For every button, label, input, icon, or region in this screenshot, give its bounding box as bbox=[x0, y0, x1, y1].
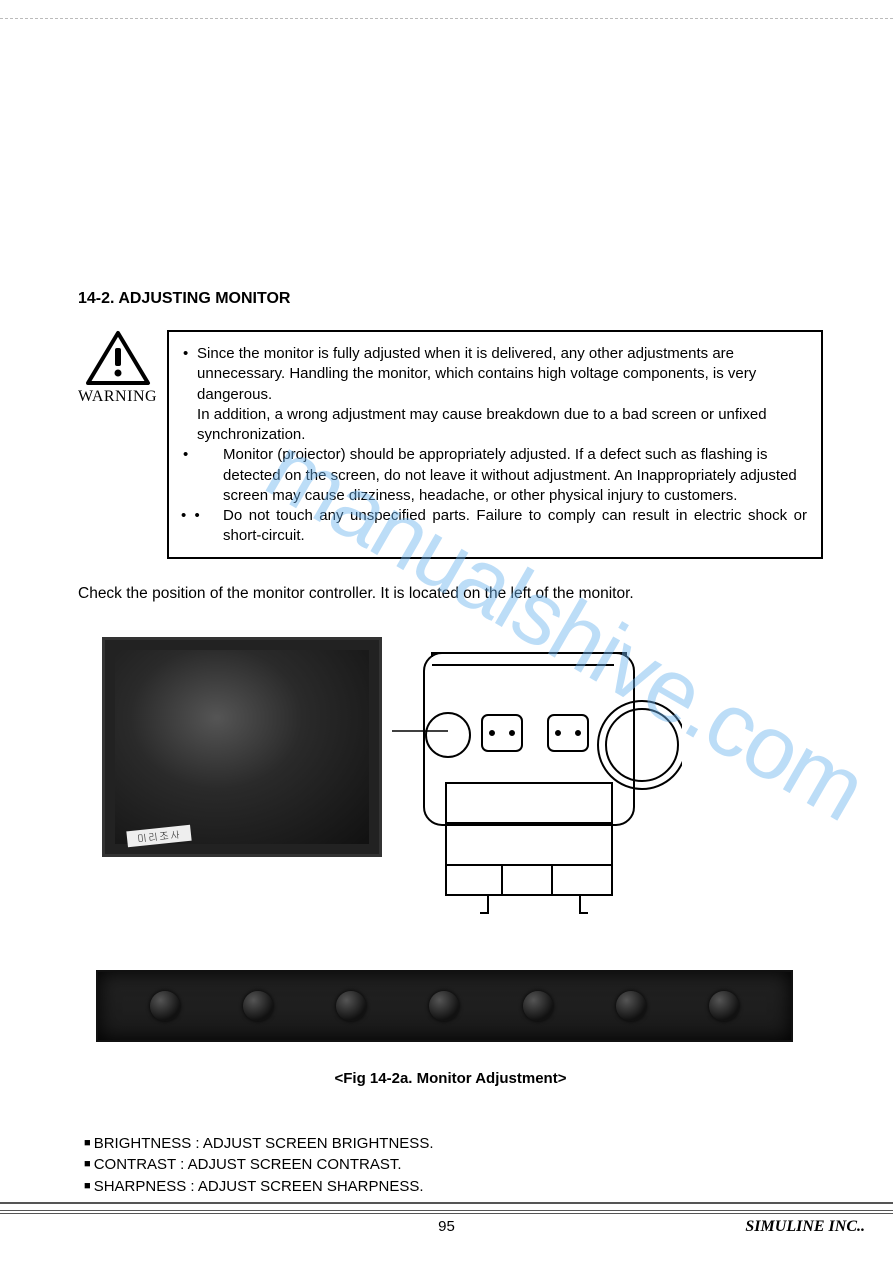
warning-box: Since the monitor is fully adjusted when… bbox=[167, 330, 823, 559]
adjust-contrast: CONTRAST : ADJUST SCREEN CONTRAST. bbox=[84, 1154, 823, 1176]
footer-row: 95 SIMULINE INC.. bbox=[0, 1214, 893, 1236]
warning-item-1: Since the monitor is fully adjusted when… bbox=[183, 344, 807, 445]
control-strip-photo bbox=[96, 970, 793, 1042]
page-content: 14-2. ADJUSTING MONITOR WARNING Since th… bbox=[0, 20, 893, 1198]
warning-item-1-sub: In addition, a wrong adjustment may caus… bbox=[197, 406, 767, 443]
warning-item-3-text: Do not touch any unspecified parts. Fail… bbox=[197, 506, 807, 547]
warning-item-3: Do not touch any unspecified parts. Fail… bbox=[183, 506, 807, 547]
control-knob bbox=[523, 991, 553, 1021]
control-knob bbox=[429, 991, 459, 1021]
photo-inner bbox=[115, 650, 369, 844]
figure-row: 미리조사 bbox=[102, 637, 823, 930]
control-knob bbox=[150, 991, 180, 1021]
control-knob bbox=[243, 991, 273, 1021]
warning-icon-column: WARNING bbox=[78, 330, 157, 406]
warning-item-2-text: Monitor (projector) should be appropriat… bbox=[197, 445, 807, 506]
adjust-brightness: BRIGHTNESS : ADJUST SCREEN BRIGHTNESS. bbox=[84, 1133, 823, 1155]
figure-caption: <Fig 14-2a. Monitor Adjustment> bbox=[78, 1070, 823, 1087]
warning-label: WARNING bbox=[78, 388, 157, 406]
warning-item-2: Monitor (projector) should be appropriat… bbox=[183, 445, 807, 506]
footer-separator bbox=[0, 1202, 893, 1214]
control-knob bbox=[616, 991, 646, 1021]
warning-item-1-main: Since the monitor is fully adjusted when… bbox=[197, 345, 756, 403]
monitor-closeup-photo: 미리조사 bbox=[102, 637, 382, 857]
adjustment-list: BRIGHTNESS : ADJUST SCREEN BRIGHTNESS. C… bbox=[78, 1133, 823, 1198]
warning-triangle-icon bbox=[85, 330, 151, 386]
section-title: 14-2. ADJUSTING MONITOR bbox=[78, 290, 823, 308]
page-number: 95 bbox=[438, 1218, 455, 1235]
control-knob bbox=[336, 991, 366, 1021]
warning-block: WARNING Since the monitor is fully adjus… bbox=[78, 330, 823, 559]
company-name: SIMULINE INC.. bbox=[745, 1218, 865, 1236]
adjust-sharpness: SHARPNESS : ADJUST SCREEN SHARPNESS. bbox=[84, 1176, 823, 1198]
arcade-cabinet-diagram bbox=[392, 635, 682, 930]
control-knob bbox=[709, 991, 739, 1021]
check-position-text: Check the position of the monitor contro… bbox=[78, 585, 823, 603]
